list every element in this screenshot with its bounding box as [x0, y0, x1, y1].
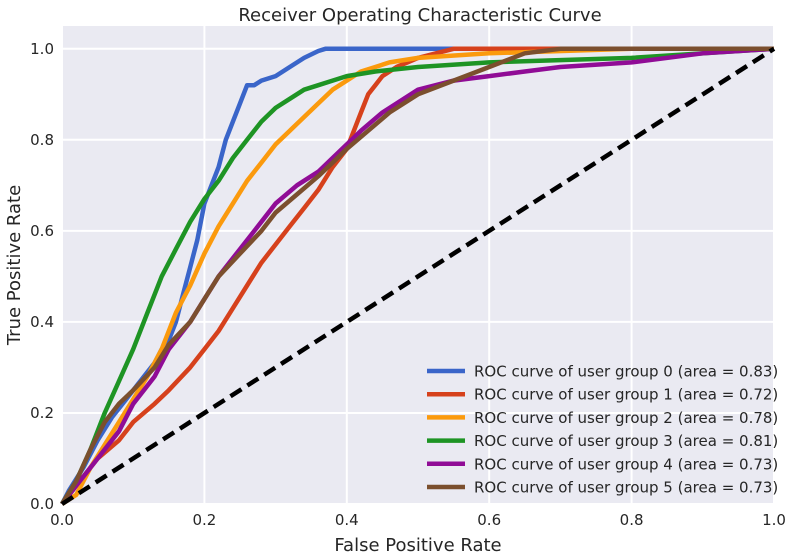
legend-entry-label: ROC curve of user group 3 (area = 0.81): [474, 432, 778, 450]
x-tick-label: 0.2: [192, 511, 216, 529]
y-tick-label: 0.4: [30, 313, 54, 331]
plot-area: [62, 26, 774, 504]
legend-entry-label: ROC curve of user group 5 (area = 0.73): [474, 479, 778, 497]
x-tick-label: 1.0: [762, 511, 786, 529]
y-axis-label: True Positive Rate: [4, 185, 25, 346]
legend: ROC curve of user group 0 (area = 0.83) R…: [427, 363, 778, 497]
series-lines: [60, 46, 775, 506]
x-tick-label: 0.4: [335, 511, 359, 529]
y-tick-label: 0.6: [30, 222, 54, 240]
y-tick-label: 0.2: [30, 404, 54, 422]
legend-entry-label: ROC curve of user group 4 (area = 0.73): [474, 455, 778, 473]
roc-series-line-5: [60, 46, 774, 506]
x-axis-label: False Positive Rate: [334, 535, 501, 556]
chart-title: Receiver Operating Characteristic Curve: [238, 5, 601, 26]
y-tick-label: 0.8: [30, 131, 54, 149]
x-tick-label: 0.8: [620, 511, 644, 529]
y-tick-label: 1.0: [30, 40, 54, 58]
x-tick-label: 0.0: [50, 511, 74, 529]
roc-series-line-4: [60, 46, 775, 506]
y-tick-label: 0.0: [30, 495, 54, 513]
x-tick-label: 0.6: [477, 511, 501, 529]
y-tick-labels: 0.0 0.2 0.4 0.6 0.8 1.0: [30, 40, 54, 513]
diagonal-reference-line: [60, 46, 776, 506]
legend-entry-label: ROC curve of user group 2 (area = 0.78): [474, 409, 778, 427]
legend-entry-label: ROC curve of user group 1 (area = 0.72): [474, 386, 778, 404]
roc-series-line-3: [60, 46, 775, 506]
roc-series-line-2: [60, 46, 774, 506]
x-tick-labels: 0.0 0.2 0.4 0.6 0.8 1.0: [50, 511, 786, 529]
legend-entry-label: ROC curve of user group 0 (area = 0.83): [474, 363, 778, 381]
